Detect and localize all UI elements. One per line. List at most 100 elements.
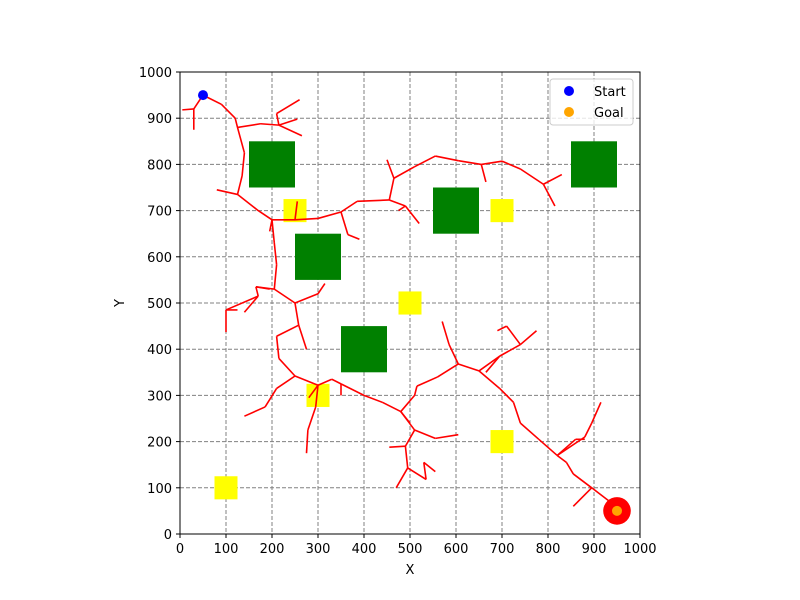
tree-edge: [404, 205, 420, 225]
x-tick-label: 800: [536, 542, 561, 557]
tree-edge: [565, 461, 574, 475]
tree-edge: [331, 378, 342, 385]
obstacles: [249, 141, 617, 373]
tree-edge: [271, 219, 276, 244]
tree-edge: [294, 201, 299, 220]
tree-edge: [340, 211, 349, 235]
tree-edge: [255, 286, 270, 290]
x-tick-label: 100: [214, 542, 239, 557]
tree-edge: [347, 233, 360, 240]
tree-edge: [294, 217, 319, 221]
tree-edge: [404, 446, 409, 469]
y-axis-label: Y: [113, 299, 128, 308]
tree-edge: [363, 394, 383, 404]
tree-edge: [276, 375, 296, 390]
tree-edge: [414, 155, 436, 168]
legend-goal-marker: [564, 107, 574, 117]
tree-edge: [458, 159, 482, 166]
y-tick-label: 100: [147, 482, 172, 497]
obstacle-block: [571, 141, 617, 188]
y-tick-label: 1000: [139, 66, 172, 81]
tree-edge: [423, 462, 427, 480]
tree-edge: [519, 422, 540, 440]
tree-edge: [480, 164, 487, 183]
tree-edge: [294, 375, 319, 386]
tree-edge: [501, 160, 521, 170]
tree-edge: [273, 242, 278, 265]
hazard-zone: [398, 291, 422, 315]
tree-edge: [244, 406, 266, 417]
tree-edge: [317, 378, 333, 386]
tree-edge: [400, 411, 411, 424]
rrt-tree: [182, 94, 616, 507]
legend-start-label: Start: [594, 85, 626, 100]
tree-edge: [481, 160, 503, 166]
tree-edge: [448, 344, 460, 365]
hazard-zone: [490, 430, 514, 454]
goal-point: [612, 505, 622, 516]
tree-edge: [458, 363, 480, 372]
tree-edge: [275, 113, 280, 126]
tree-edge: [236, 127, 246, 154]
x-tick-label: 500: [398, 542, 423, 557]
tree-edge: [294, 302, 300, 326]
tree-edge: [182, 108, 194, 111]
tree-edge: [388, 178, 395, 201]
tree-edge: [423, 461, 436, 473]
tree-edge: [393, 166, 415, 179]
y-tick-label: 200: [147, 436, 172, 451]
tree-edge: [273, 264, 278, 290]
y-tick-label: 400: [147, 343, 172, 358]
tree-edge: [278, 118, 298, 126]
tree-edge: [398, 205, 406, 212]
x-tick-label: 400: [352, 542, 377, 557]
obstacle-block: [295, 233, 341, 280]
obstacle-block: [433, 187, 479, 234]
tree-edge: [273, 288, 296, 304]
tree-edge: [512, 402, 522, 424]
y-tick-label: 500: [147, 297, 172, 312]
tree-edge: [278, 124, 303, 137]
x-tick-label: 300: [306, 542, 331, 557]
x-axis-label: X: [406, 563, 415, 578]
tree-edge: [404, 429, 416, 447]
y-tick-label: 300: [147, 389, 172, 404]
tree-edge: [505, 325, 522, 346]
hazard-zone: [283, 199, 307, 223]
tree-edge: [307, 406, 317, 431]
legend-start-marker: [564, 86, 574, 96]
tree-edge: [308, 384, 319, 399]
tree-edge: [437, 363, 459, 378]
tree-edge: [542, 183, 556, 207]
tree-edge: [305, 430, 309, 454]
tree-edge: [255, 286, 259, 297]
tree-edge: [414, 429, 436, 440]
y-tick-label: 0: [164, 528, 172, 543]
tree-edge: [441, 321, 450, 345]
tree-edge: [237, 193, 259, 212]
tree-edge: [389, 445, 406, 448]
tree-edge: [556, 454, 567, 464]
tree-edge: [395, 467, 409, 489]
tree-edge: [216, 189, 238, 196]
tree-edge: [297, 324, 308, 350]
start-goal-markers: [198, 90, 622, 516]
tree-edge: [499, 343, 521, 357]
tree-edge: [294, 293, 319, 304]
tree-edge: [400, 394, 416, 413]
tree-edge: [478, 355, 501, 372]
tree-edge: [519, 330, 538, 346]
tree-edge: [556, 436, 586, 457]
tree-edge: [497, 325, 507, 332]
tree-edge: [275, 336, 280, 359]
tree-edge: [407, 467, 427, 481]
x-tick-label: 0: [176, 542, 184, 557]
y-tick-label: 800: [147, 158, 172, 173]
tree-edge: [317, 283, 326, 295]
tree-edge: [220, 103, 236, 119]
start-point: [198, 90, 208, 101]
x-tick-label: 1000: [623, 542, 656, 557]
y-tick-label: 900: [147, 112, 172, 127]
obstacle-block: [341, 326, 387, 373]
